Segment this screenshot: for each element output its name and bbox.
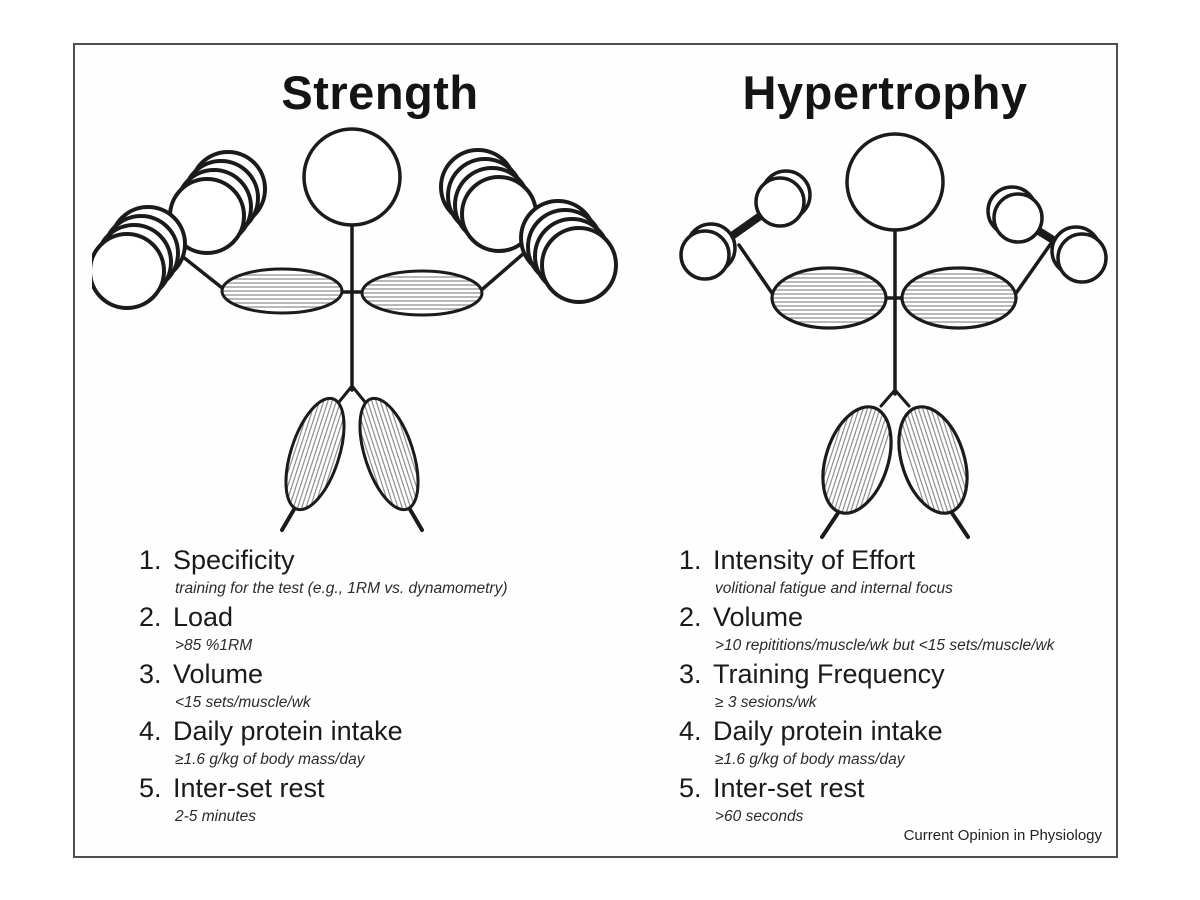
item-number: 5.: [679, 773, 702, 803]
left-thigh-muscle: [813, 398, 897, 522]
figure-panel: Strength Hypertrophy: [73, 43, 1118, 858]
list-item: 4. Daily protein intake ≥1.6 g/kg of body…: [679, 715, 1159, 772]
heavy-dumbbell-left-icon: [92, 150, 267, 310]
item-label: Training Frequency: [713, 659, 945, 689]
item-detail: >85 %1RM: [175, 637, 253, 654]
light-dumbbell-left-icon: [679, 169, 812, 281]
item-number: 1.: [679, 545, 702, 575]
item-label: Volume: [713, 602, 804, 632]
item-label: Volume: [173, 659, 264, 689]
hip-fork: [337, 384, 367, 404]
item-number: 1.: [139, 545, 162, 575]
hypertrophy-title: Hypertrophy: [742, 66, 1028, 119]
left-forearm: [737, 243, 776, 298]
item-number: 4.: [679, 716, 702, 746]
strength-figure-illustration: [92, 127, 618, 532]
item-detail: ≥ 3 sesions/wk: [715, 694, 817, 711]
list-item: 5. Inter-set rest >60 seconds: [679, 772, 1159, 829]
item-label: Daily protein intake: [713, 716, 943, 746]
left-arm-muscle: [220, 267, 344, 315]
heavy-dumbbell-right-icon: [439, 148, 618, 304]
item-detail: >60 seconds: [715, 808, 804, 825]
list-item: 2. Load >85 %1RM: [139, 601, 619, 658]
item-number: 3.: [679, 659, 702, 689]
list-item: 3. Training Frequency ≥ 3 sesions/wk: [679, 658, 1159, 715]
right-thigh-muscle: [893, 398, 977, 522]
item-label: Intensity of Effort: [713, 545, 916, 575]
light-dumbbell-right-icon: [986, 185, 1108, 284]
list-item: 2. Volume >10 repititions/muscle/wk but <…: [679, 601, 1159, 658]
head: [302, 127, 402, 227]
item-label: Daily protein intake: [173, 716, 403, 746]
item-number: 3.: [139, 659, 162, 689]
item-detail: 2-5 minutes: [175, 808, 256, 825]
right-arm-muscle: [360, 269, 484, 317]
hip-fork: [879, 388, 911, 408]
item-label: Inter-set rest: [713, 773, 865, 803]
item-detail: ≥1.6 g/kg of body mass/day: [175, 751, 365, 768]
right-arm-muscle: [900, 266, 1018, 330]
item-detail: volitional fatigue and internal focus: [715, 580, 953, 597]
right-forearm: [1012, 240, 1054, 298]
item-detail: <15 sets/muscle/wk: [175, 694, 311, 711]
left-thigh-muscle: [276, 391, 354, 517]
right-shin: [948, 508, 970, 539]
item-number: 2.: [139, 602, 162, 632]
item-number: 4.: [139, 716, 162, 746]
left-arm-muscle: [770, 266, 888, 330]
right-thigh-muscle: [350, 391, 428, 517]
left-shin: [820, 508, 842, 539]
list-item: 5. Inter-set rest 2-5 minutes: [139, 772, 619, 829]
item-label: Specificity: [173, 545, 295, 575]
journal-credit: Current Opinion in Physiology: [903, 827, 1102, 844]
list-item: 1. Specificity training for the test (e.g…: [139, 544, 619, 601]
head: [845, 132, 945, 232]
item-detail: ≥1.6 g/kg of body mass/day: [715, 751, 905, 768]
strength-recommendation-list: 1. Specificity training for the test (e.g…: [139, 544, 619, 829]
right-shin: [406, 504, 424, 532]
item-detail: >10 repititions/muscle/wk but <15 sets/m…: [715, 637, 1055, 654]
list-item: 4. Daily protein intake ≥1.6 g/kg of body…: [139, 715, 619, 772]
hypertrophy-figure-illustration: [679, 132, 1108, 539]
list-item: 1. Intensity of Effort volitional fatigue…: [679, 544, 1159, 601]
item-number: 5.: [139, 773, 162, 803]
hypertrophy-recommendation-list: 1. Intensity of Effort volitional fatigue…: [679, 544, 1159, 829]
item-label: Load: [173, 602, 234, 632]
item-detail: training for the test (e.g., 1RM vs. dyn…: [175, 580, 508, 597]
strength-title: Strength: [281, 66, 479, 119]
item-label: Inter-set rest: [173, 773, 325, 803]
list-item: 3. Volume <15 sets/muscle/wk: [139, 658, 619, 715]
item-number: 2.: [679, 602, 702, 632]
left-shin: [280, 504, 298, 532]
